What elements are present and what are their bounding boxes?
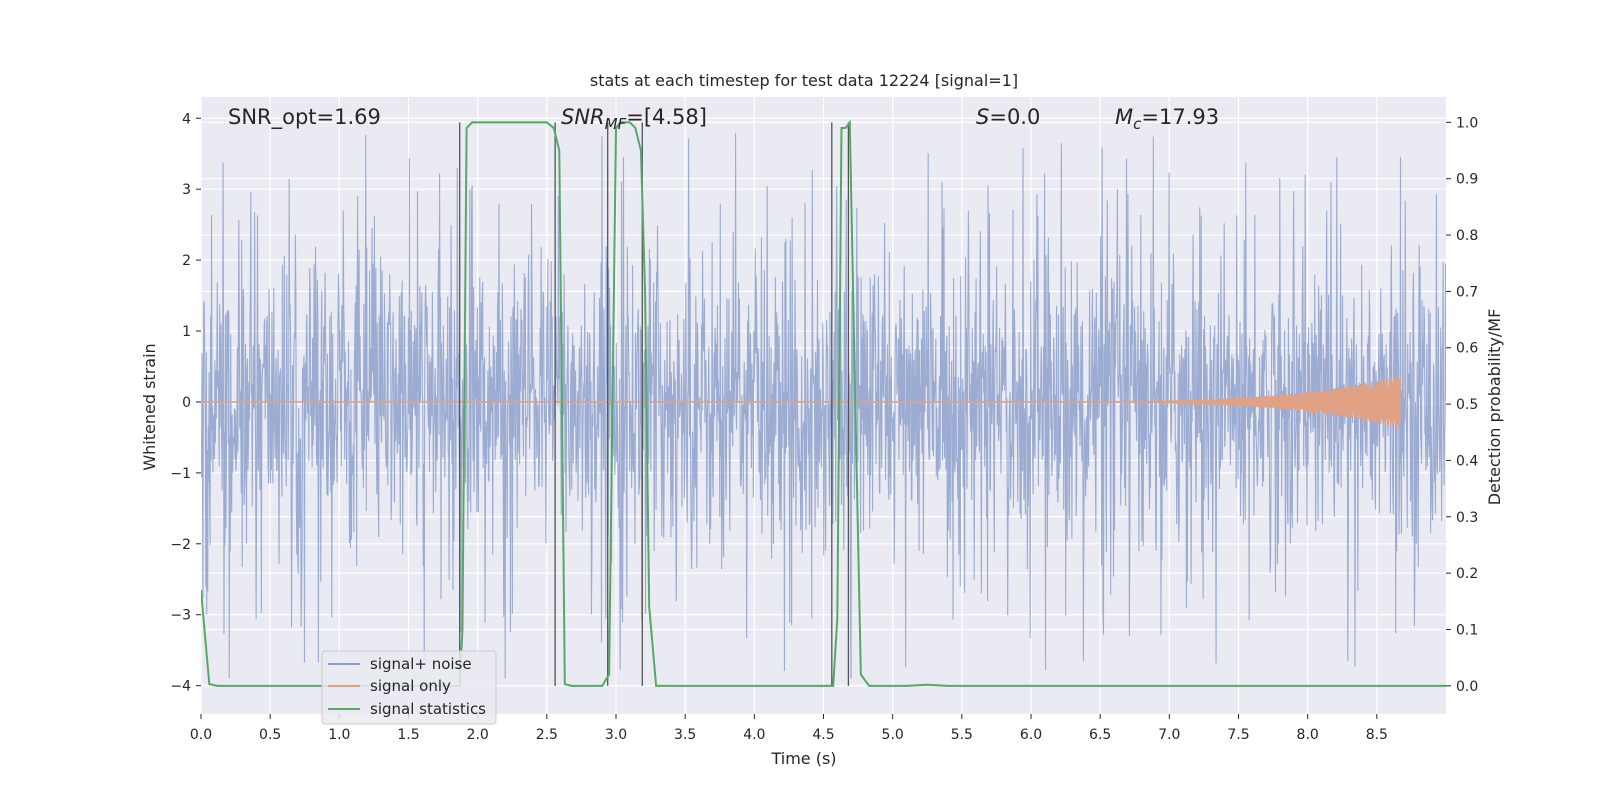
y-right-axis-label: Detection probability/MF [1485, 309, 1504, 506]
y-right-tick-label: 0.1 [1456, 622, 1478, 638]
annotation-snr-mf: SNRMF=[4.58] [561, 105, 707, 133]
y-left-tick-label: −2 [170, 537, 191, 553]
x-tick-label: 1.0 [328, 727, 350, 743]
annotation-snr-mf-value: =[4.58] [626, 105, 707, 129]
y-left-tick-label: −3 [170, 608, 191, 624]
x-tick-label: 5.0 [882, 727, 904, 743]
y-left-tick-label: 4 [182, 111, 191, 127]
x-tick-label: 8.0 [1297, 727, 1319, 743]
y-left-tick-label: 0 [182, 395, 191, 411]
y-right-tick-label: 0.7 [1456, 284, 1478, 300]
x-tick-label: 8.5 [1366, 727, 1388, 743]
y-right-tick-label: 0.3 [1456, 510, 1478, 526]
x-tick-label: 4.0 [743, 727, 765, 743]
legend-box [321, 650, 497, 725]
annotation-s-value: =0.0 [989, 105, 1040, 129]
y-right-tick-label: 0.9 [1456, 172, 1478, 188]
x-tick-label: 6.0 [1020, 727, 1042, 743]
x-tick-label: 0.0 [190, 727, 212, 743]
y-right-tick-label: 0.0 [1456, 679, 1478, 695]
y-right-tick-label: 0.4 [1456, 453, 1478, 469]
x-tick-label: 0.5 [259, 727, 281, 743]
x-tick-label: 1.5 [397, 727, 419, 743]
x-tick-label: 2.5 [536, 727, 558, 743]
y-right-tick-label: 0.5 [1456, 397, 1478, 413]
x-tick-label: 7.5 [1227, 727, 1249, 743]
y-right-axis-ticks: 1.0 0.9 0.8 0.7 0.6 0.5 0.4 0.3 0.2 0.1 0.0 [1446, 115, 1478, 695]
y-right-tick-label: 1.0 [1456, 115, 1478, 131]
x-tick-label: 3.0 [605, 727, 627, 743]
series-signal-statistics [201, 119, 1446, 687]
legend-label-signal-noise: signal+ noise [370, 655, 472, 673]
y-left-tick-label: 2 [182, 253, 191, 269]
detection-markers [459, 122, 850, 686]
x-tick-label: 3.5 [674, 727, 696, 743]
y-right-tick-label: 0.2 [1456, 566, 1478, 582]
y-left-axis-ticks: 4 3 2 1 0 −1 −2 −3 −4 [170, 111, 201, 695]
y-left-axis-label: Whitened strain [140, 343, 159, 470]
y-left-tick-label: 1 [182, 324, 191, 340]
annotation-mc-sym: M [1115, 105, 1133, 129]
legend-label-signal-statistics: signal statistics [370, 700, 486, 718]
x-axis-label: Time (s) [770, 749, 836, 768]
legend-label-signal-only: signal only [370, 677, 451, 695]
annotation-mc-sub: c [1133, 115, 1142, 133]
y-left-tick-label: −1 [170, 466, 191, 482]
annotation-mc-value: =17.93 [1141, 105, 1219, 129]
y-right-tick-label: 0.8 [1456, 228, 1478, 244]
annotation-snr-mf-sub: MF [605, 115, 627, 133]
x-tick-label: 7.0 [1158, 727, 1180, 743]
annotation-s-sym: S [976, 105, 989, 129]
annotation-snr-mf-base: SNR [561, 105, 605, 129]
x-tick-label: 2.0 [467, 727, 489, 743]
series-signal-noise [201, 132, 1446, 679]
chart-title: stats at each timestep for test data 122… [590, 71, 1018, 90]
x-axis-ticks: 0.0 0.5 1.0 1.5 2.0 2.5 3.0 3.5 4.0 4.5 5.0 5.5 6.0 6… [190, 714, 1388, 743]
y-left-tick-label: −4 [170, 679, 191, 695]
annotation-snr-opt: SNR_opt=1.69 [228, 105, 381, 130]
y-right-tick-label: 0.6 [1456, 341, 1478, 357]
annotation-mc: Mc=17.93 [1115, 105, 1219, 133]
x-tick-label: 5.5 [951, 727, 973, 743]
legend: signal+ noise signal only signal statist… [321, 650, 497, 725]
x-tick-label: 4.5 [812, 727, 834, 743]
y-left-tick-label: 3 [182, 182, 191, 198]
annotation-s: S=0.0 [976, 105, 1040, 129]
x-tick-label: 6.5 [1089, 727, 1111, 743]
